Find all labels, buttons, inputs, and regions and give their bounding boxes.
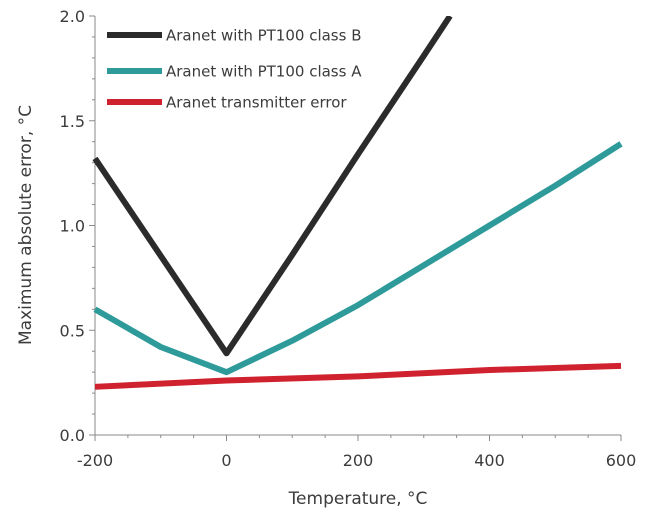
legend-label: Aranet with PT100 class A <box>166 63 362 81</box>
legend-label: Aranet with PT100 class B <box>166 27 362 45</box>
y-tick-label: 1.5 <box>60 112 85 131</box>
series-line-1 <box>93 141 623 376</box>
series-lines <box>92 16 623 390</box>
y-tick-label: 2.0 <box>60 7 85 26</box>
y-tick-label: 0.0 <box>60 426 85 445</box>
series-line-0 <box>92 16 453 357</box>
y-tick-label: 0.5 <box>60 321 85 340</box>
x-tick-label: 600 <box>606 451 637 470</box>
series-line-2 <box>94 362 622 390</box>
x-tick-label: 200 <box>343 451 374 470</box>
axes: 0.0 0.5 1.0 1.5 2.0 -200 0 200 400 600 <box>60 7 637 470</box>
x-axis-title: Temperature, °C <box>288 489 428 509</box>
legend-label: Aranet transmitter error <box>166 94 347 112</box>
x-tick-label: -200 <box>77 451 113 470</box>
x-tick-label: 400 <box>474 451 505 470</box>
y-tick-label: 1.0 <box>60 217 85 236</box>
y-axis-title: Maximum absolute error, °C <box>16 105 36 345</box>
x-tick-label: 0 <box>221 451 231 470</box>
legend: Aranet with PT100 class B Aranet with PT1… <box>107 27 362 112</box>
